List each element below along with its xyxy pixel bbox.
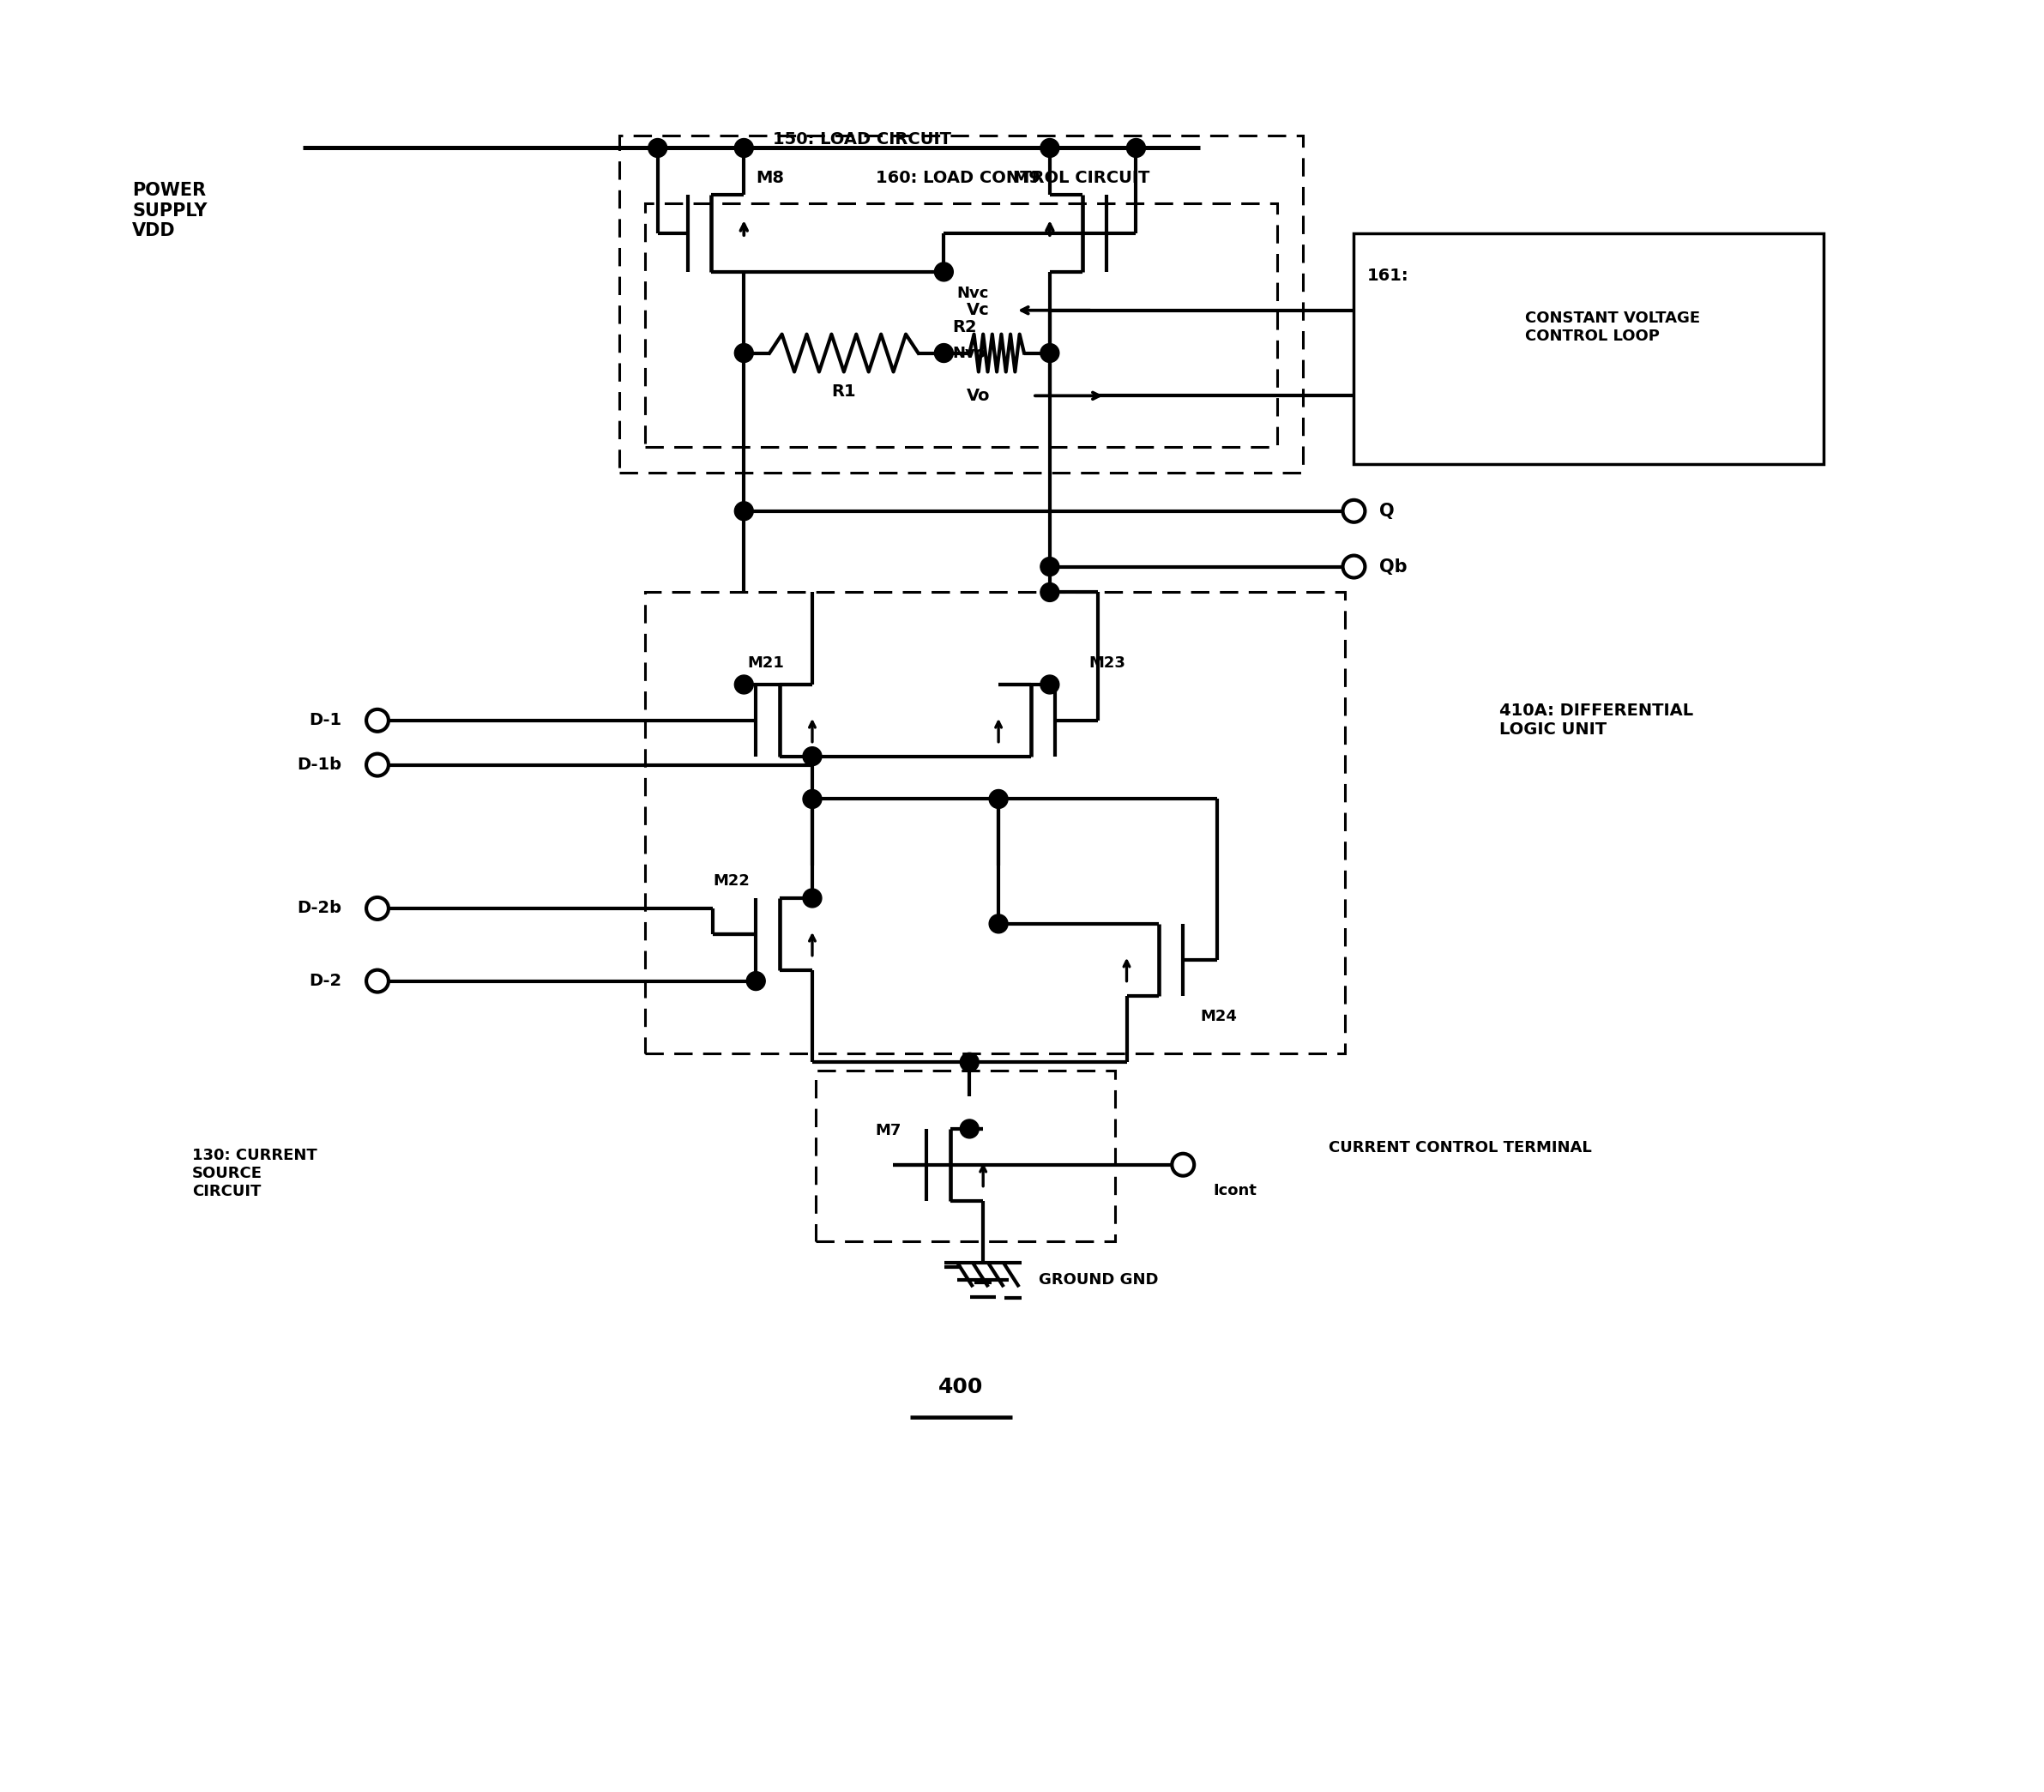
Circle shape (734, 138, 754, 158)
Circle shape (934, 262, 953, 281)
Circle shape (1126, 138, 1145, 158)
Text: Qb: Qb (1380, 557, 1408, 575)
Circle shape (934, 344, 953, 362)
Text: R2: R2 (953, 319, 977, 335)
Text: D-1: D-1 (309, 711, 341, 729)
Text: POWER
SUPPLY
VDD: POWER SUPPLY VDD (133, 183, 206, 238)
Text: D-1b: D-1b (296, 756, 341, 772)
Bar (1353, 233, 1823, 464)
Text: 130: CURRENT
SOURCE
CIRCUIT: 130: CURRENT SOURCE CIRCUIT (192, 1147, 317, 1199)
Circle shape (734, 344, 754, 362)
Circle shape (803, 790, 822, 808)
Text: M8: M8 (756, 170, 785, 186)
Text: 160: LOAD CONTROL CIRCUIT: 160: LOAD CONTROL CIRCUIT (875, 170, 1149, 186)
Text: Q: Q (1380, 502, 1394, 520)
Bar (816, 1072, 1114, 1242)
Circle shape (1040, 557, 1059, 575)
Text: 410A: DIFFERENTIAL
LOGIC UNIT: 410A: DIFFERENTIAL LOGIC UNIT (1498, 702, 1692, 738)
Circle shape (648, 138, 666, 158)
Text: 150: LOAD CIRCUIT: 150: LOAD CIRCUIT (773, 131, 950, 147)
Circle shape (989, 914, 1008, 934)
Text: M22: M22 (713, 873, 750, 889)
Text: Nvo: Nvo (953, 346, 985, 360)
Circle shape (961, 1120, 979, 1138)
Text: D-2: D-2 (309, 973, 341, 989)
Text: M24: M24 (1200, 1009, 1237, 1025)
Circle shape (803, 889, 822, 907)
Bar (644, 593, 1345, 1054)
Circle shape (746, 971, 764, 991)
Text: R1: R1 (832, 383, 856, 400)
Text: M21: M21 (748, 656, 785, 670)
Text: Vc: Vc (967, 303, 989, 319)
Text: Icont: Icont (1212, 1183, 1257, 1199)
Text: CURRENT CONTROL TERMINAL: CURRENT CONTROL TERMINAL (1329, 1140, 1592, 1156)
Text: 161:: 161: (1367, 269, 1408, 285)
Text: Vo: Vo (967, 387, 989, 403)
Text: 400: 400 (938, 1376, 983, 1398)
Circle shape (1040, 344, 1059, 362)
Circle shape (734, 502, 754, 520)
Circle shape (961, 1052, 979, 1072)
Circle shape (1040, 676, 1059, 694)
Bar (619, 134, 1302, 473)
Text: M9: M9 (1012, 170, 1040, 186)
Circle shape (1040, 138, 1059, 158)
Text: Nvc: Nvc (957, 285, 989, 301)
Text: M23: M23 (1089, 656, 1126, 670)
Circle shape (989, 790, 1008, 808)
Circle shape (1040, 582, 1059, 602)
Text: CONSTANT VOLTAGE
CONTROL LOOP: CONSTANT VOLTAGE CONTROL LOOP (1525, 310, 1701, 344)
Text: M7: M7 (875, 1124, 901, 1138)
Bar (644, 204, 1278, 446)
Text: D-2b: D-2b (296, 900, 341, 916)
Text: GROUND GND: GROUND GND (1038, 1272, 1159, 1288)
Circle shape (803, 747, 822, 765)
Circle shape (734, 676, 754, 694)
